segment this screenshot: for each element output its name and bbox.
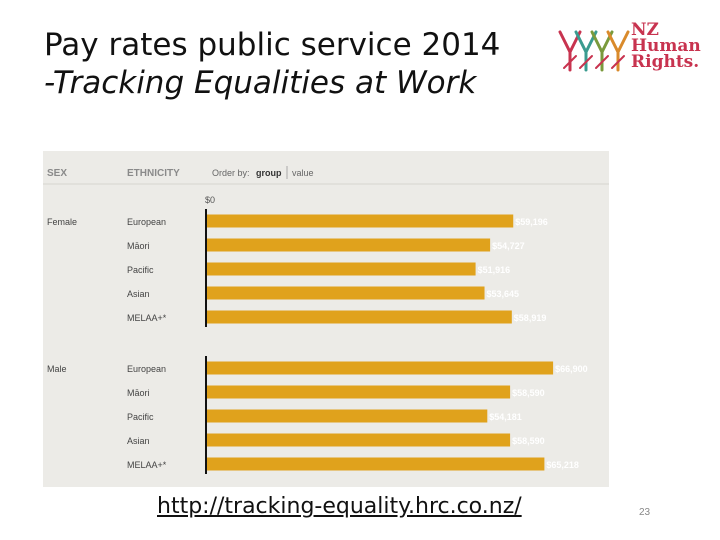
- category-label: Māori: [127, 241, 150, 251]
- logo-text: NZ Human Rights.: [631, 20, 716, 72]
- category-label: Pacific: [127, 412, 154, 422]
- order-by-value: value: [292, 168, 314, 178]
- bar: [207, 385, 511, 399]
- title-line2: -Tracking Equalities at Work: [44, 65, 477, 101]
- data-label: $58,590: [512, 436, 545, 446]
- data-label: $53,645: [487, 289, 520, 299]
- source-link[interactable]: http://tracking-equality.hrc.co.nz/: [157, 494, 522, 519]
- axis-zero-label: $0: [205, 195, 215, 205]
- data-label: $58,919: [514, 313, 547, 323]
- category-label: Pacific: [127, 265, 154, 275]
- order-by-group: group: [256, 168, 282, 178]
- bar: [207, 238, 491, 252]
- group-label-female: Female: [47, 217, 77, 227]
- chart-svg: SEX ETHNICITY Order by: group value $0 Female E…: [43, 166, 609, 474]
- data-label: $51,916: [478, 265, 511, 275]
- bar: [207, 457, 545, 471]
- category-label: Asian: [127, 289, 150, 299]
- nz-human-rights-logo: NZ Human Rights.: [556, 22, 716, 82]
- title-line1: Pay rates public service 2014: [44, 27, 501, 63]
- ethnicity-header: ETHNICITY: [127, 168, 180, 179]
- slide-title: Pay rates public service 2014 -Tracking …: [44, 26, 564, 102]
- bar: [207, 286, 485, 300]
- bar: [207, 262, 476, 276]
- category-label: MELAA+*: [127, 460, 167, 470]
- logo-line3: Rights.: [631, 52, 700, 72]
- category-label: MELAA+*: [127, 313, 167, 323]
- bar: [207, 361, 554, 375]
- category-label: Māori: [127, 388, 150, 398]
- category-label: European: [127, 364, 166, 374]
- sex-header: SEX: [47, 168, 67, 179]
- bar: [207, 409, 488, 423]
- bar: [207, 214, 514, 228]
- data-label: $58,590: [512, 388, 545, 398]
- order-by-label: Order by:: [212, 168, 250, 178]
- data-label: $54,727: [492, 241, 525, 251]
- page-number: 23: [639, 507, 651, 518]
- logo-line2: Human: [631, 36, 701, 56]
- logo-line1: NZ: [631, 20, 659, 40]
- category-label: European: [127, 217, 166, 227]
- category-label: Asian: [127, 436, 150, 446]
- pay-rates-chart: SEX ETHNICITY Order by: group value $0 Female E…: [43, 151, 609, 487]
- bar: [207, 310, 512, 324]
- data-label: $65,218: [546, 460, 579, 470]
- logo-mark-icon: [558, 30, 630, 72]
- data-label: $59,196: [515, 217, 548, 227]
- data-label: $54,181: [489, 412, 522, 422]
- group-label-male: Male: [47, 364, 67, 374]
- data-label: $66,900: [555, 364, 588, 374]
- bar: [207, 433, 511, 447]
